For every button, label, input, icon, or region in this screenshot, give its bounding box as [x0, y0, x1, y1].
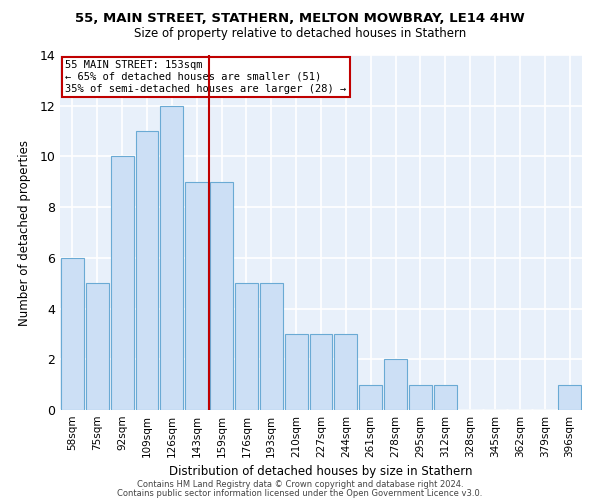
Text: Contains HM Land Registry data © Crown copyright and database right 2024.: Contains HM Land Registry data © Crown c…	[137, 480, 463, 489]
Bar	[210, 182, 233, 410]
Bar	[558, 384, 581, 410]
Bar	[61, 258, 84, 410]
Bar	[111, 156, 134, 410]
Bar	[409, 384, 432, 410]
Bar	[434, 384, 457, 410]
Bar	[136, 131, 158, 410]
X-axis label: Distribution of detached houses by size in Stathern: Distribution of detached houses by size …	[169, 466, 473, 478]
Bar	[160, 106, 183, 410]
Bar	[86, 283, 109, 410]
Text: Size of property relative to detached houses in Stathern: Size of property relative to detached ho…	[134, 28, 466, 40]
Y-axis label: Number of detached properties: Number of detached properties	[18, 140, 31, 326]
Text: 55, MAIN STREET, STATHERN, MELTON MOWBRAY, LE14 4HW: 55, MAIN STREET, STATHERN, MELTON MOWBRA…	[75, 12, 525, 26]
Bar	[235, 283, 258, 410]
Text: Contains public sector information licensed under the Open Government Licence v3: Contains public sector information licen…	[118, 488, 482, 498]
Bar	[260, 283, 283, 410]
Bar	[310, 334, 332, 410]
Bar	[185, 182, 208, 410]
Bar	[334, 334, 357, 410]
Bar	[384, 360, 407, 410]
Bar	[359, 384, 382, 410]
Bar	[285, 334, 308, 410]
Text: 55 MAIN STREET: 153sqm
← 65% of detached houses are smaller (51)
35% of semi-det: 55 MAIN STREET: 153sqm ← 65% of detached…	[65, 60, 346, 94]
